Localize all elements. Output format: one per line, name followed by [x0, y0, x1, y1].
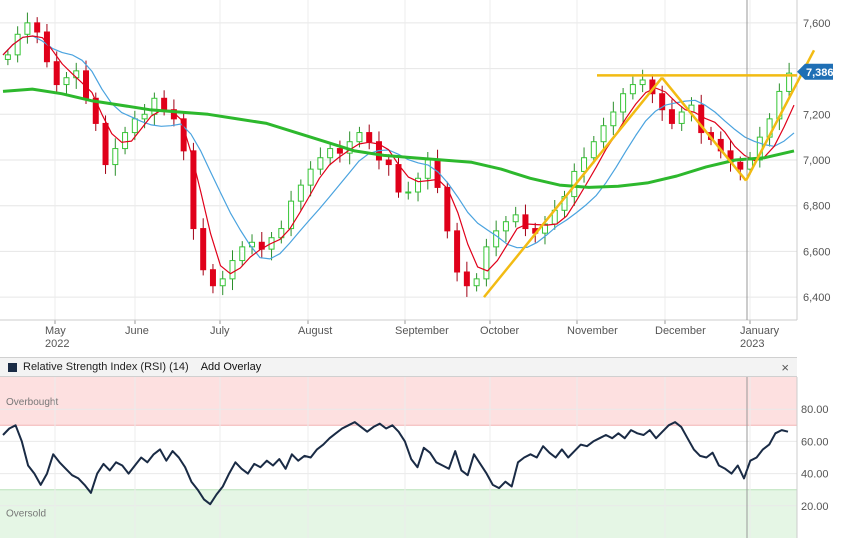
y-tick-label: 7,200 [803, 109, 831, 121]
add-overlay-button[interactable]: Add Overlay [200, 361, 262, 373]
x-tick-label: November [567, 325, 618, 337]
sma-mid-line [2, 35, 795, 260]
candle-body [229, 260, 236, 280]
rsi-line [2, 421, 789, 506]
candle-body [219, 278, 226, 287]
candle-body [141, 113, 148, 120]
candle-body [629, 84, 636, 95]
candle-body [385, 159, 392, 166]
candle-body [668, 109, 675, 124]
candle-body [610, 111, 617, 127]
x-tick-label: September [395, 325, 449, 337]
y-tick-label: 7,600 [803, 18, 831, 30]
candle-body [53, 61, 60, 86]
candle-body [405, 191, 412, 194]
y-tick-label: 6,800 [803, 201, 831, 213]
candle-body [170, 109, 177, 120]
candle-body [34, 22, 41, 33]
rsi-zone [0, 377, 797, 426]
candle-body [678, 111, 685, 124]
last-price-badge [797, 63, 833, 80]
candle-body [102, 122, 109, 166]
close-icon[interactable]: × [781, 360, 789, 375]
candle-body [112, 148, 119, 166]
candle-body [463, 271, 470, 287]
candle-body [659, 93, 666, 111]
x-tick-label: June [125, 325, 149, 337]
candle-body [415, 177, 422, 193]
sma-short-line [2, 35, 795, 275]
price-chart[interactable]: 7,6007,4007,2007,0006,8006,6006,400May20… [0, 0, 852, 357]
trendline-down [661, 76, 747, 182]
candle-body [63, 77, 70, 86]
candle-body [336, 148, 343, 154]
rsi-y-tick-label: 80.00 [801, 404, 829, 416]
candle-body [366, 132, 373, 143]
candle-body [600, 125, 607, 143]
candle-body [590, 141, 597, 159]
x-tick-label: 2023 [740, 338, 764, 350]
last-price-label: 7,386 [806, 67, 834, 79]
x-tick-label: July [210, 325, 230, 337]
rsi-y-tick-label: 40.00 [801, 469, 829, 481]
rsi-zone [0, 489, 797, 538]
x-tick-label: January [740, 325, 780, 337]
candle-body [698, 104, 705, 134]
candle-body [424, 159, 431, 179]
y-tick-label: 6,600 [803, 246, 831, 258]
x-tick-label: December [655, 325, 706, 337]
x-tick-label: May [45, 325, 66, 337]
candle-body [307, 168, 314, 186]
candle-body [288, 200, 295, 230]
candle-body [512, 214, 519, 223]
y-tick-label: 6,400 [803, 292, 831, 304]
candle-body [454, 230, 461, 273]
candle-body [190, 150, 197, 230]
rsi-y-tick-label: 20.00 [801, 501, 829, 513]
candle-body [297, 184, 304, 202]
candle-body [200, 228, 207, 271]
sma-long-line [2, 87, 795, 189]
candle-body [327, 148, 334, 159]
candle-body [502, 221, 509, 232]
candle-body [92, 97, 99, 124]
candle-body [473, 278, 480, 287]
rsi-y-tick-label: 60.00 [801, 436, 829, 448]
candle-body [581, 157, 588, 172]
rsi-title: Relative Strength Index (RSI) (14) [23, 361, 189, 373]
candle-body [493, 230, 500, 248]
candle-body [131, 118, 138, 134]
candle-body [395, 164, 402, 193]
candle-body [444, 186, 451, 232]
candle-body [239, 246, 246, 262]
x-tick-label: 2022 [45, 338, 69, 350]
candle-body [541, 223, 548, 234]
candle-body [24, 22, 31, 35]
candle-body [483, 246, 490, 280]
candle-body [122, 132, 129, 150]
candle-body [151, 97, 158, 115]
candle-body [737, 161, 744, 170]
rsi-header: Relative Strength Index (RSI) (14) Add O… [0, 357, 797, 377]
rsi-zone-label: Oversold [6, 509, 46, 520]
candle-body [620, 93, 627, 113]
x-tick-label: August [298, 325, 332, 337]
x-tick-label: October [480, 325, 519, 337]
candle-body [356, 132, 363, 143]
rsi-zone-label: Overbought [6, 397, 58, 408]
candle-body [209, 269, 216, 287]
candle-body [161, 97, 168, 111]
candle-body [317, 157, 324, 170]
candle-body [786, 72, 793, 92]
candle-body [4, 54, 11, 60]
rsi-chart[interactable]: Overbought Oversold 80.00 60.00 40.00 20.00 [0, 377, 852, 538]
trendline-up [483, 76, 663, 298]
candle-body [522, 214, 529, 230]
rsi-color-square-icon [8, 362, 17, 372]
candle-body [43, 31, 50, 63]
y-tick-label: 7,000 [803, 155, 831, 167]
candle-body [639, 79, 646, 86]
candle-body [14, 33, 21, 56]
